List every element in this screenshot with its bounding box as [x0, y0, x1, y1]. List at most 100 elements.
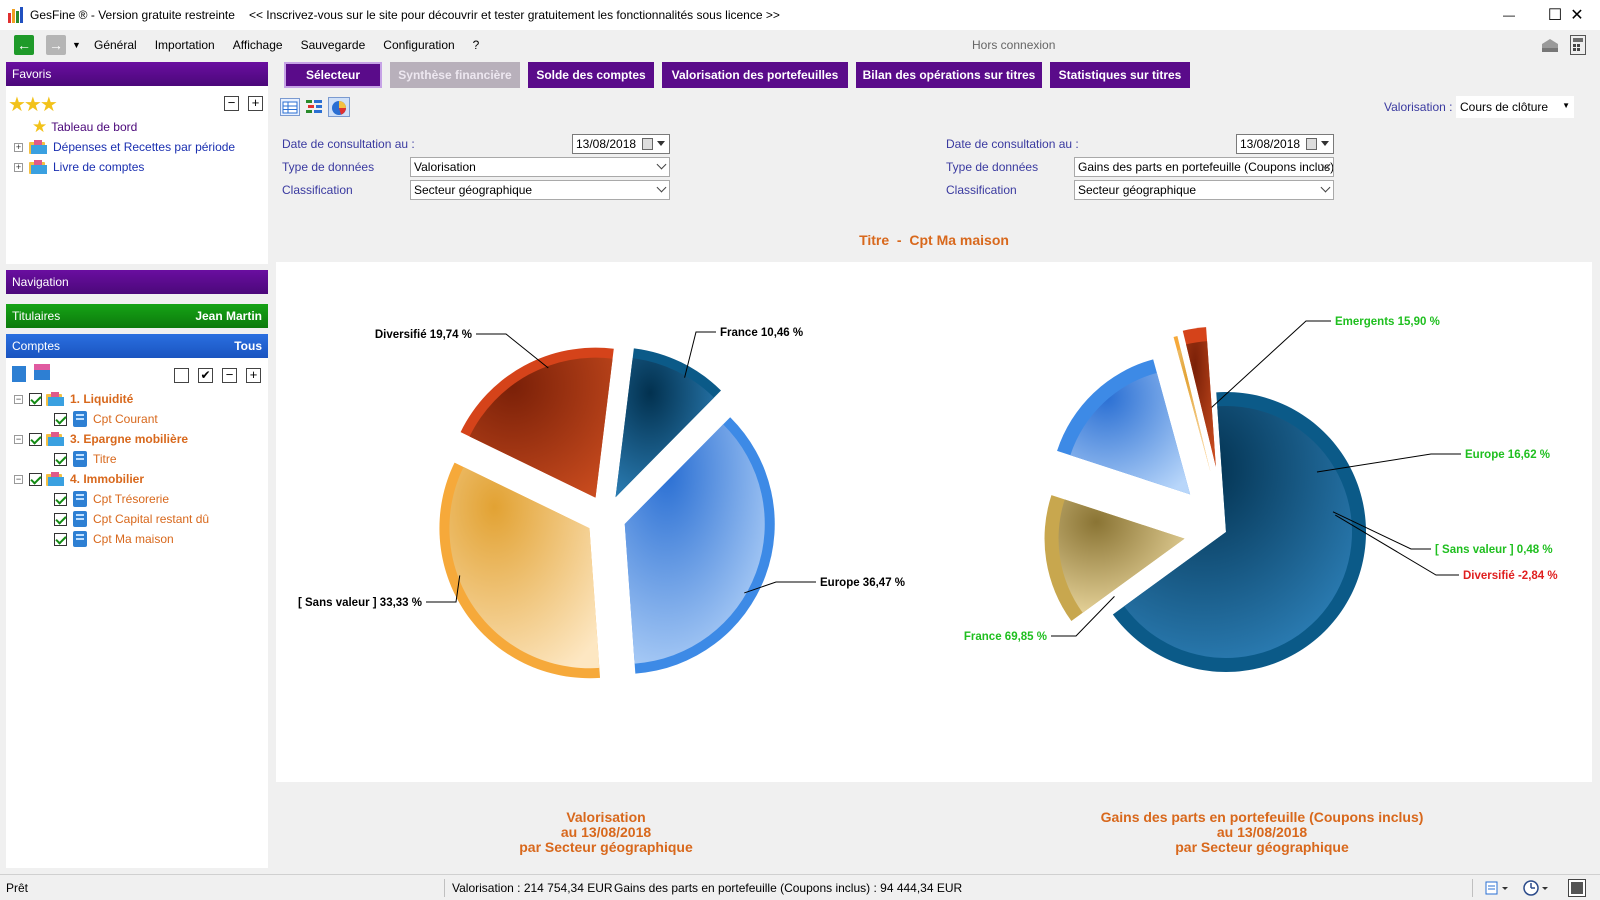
- account-cpt-tresorerie[interactable]: Cpt Trésorerie: [54, 490, 169, 508]
- right-type-label: Type de données: [946, 160, 1039, 174]
- dropdown-arrow-icon: [657, 141, 665, 146]
- favoris-expand-button[interactable]: +: [248, 96, 263, 111]
- menu-importation[interactable]: Importation: [154, 38, 215, 52]
- group-checkbox[interactable]: [29, 472, 42, 486]
- forward-button[interactable]: →: [46, 35, 66, 55]
- collapse-icon[interactable]: −: [14, 473, 23, 484]
- history-options-button[interactable]: [1522, 879, 1552, 897]
- group-checkbox[interactable]: [29, 392, 42, 406]
- menu-general[interactable]: Général: [94, 38, 137, 52]
- pie-slice-sans-valeur[interactable]: [1173, 335, 1211, 472]
- tab-synthese-financiere[interactable]: Synthèse financière: [390, 62, 520, 88]
- menu-configuration[interactable]: Configuration: [383, 38, 455, 52]
- account-cpt-ma-maison[interactable]: Cpt Ma maison: [54, 530, 174, 548]
- slice-label-europe: Europe 36,47 %: [820, 577, 905, 589]
- account-checkbox[interactable]: [54, 512, 67, 526]
- left-date-value: 13/08/2018: [576, 137, 637, 151]
- menu-affichage[interactable]: Affichage: [232, 38, 283, 52]
- menu-help[interactable]: ?: [472, 38, 480, 52]
- slice-body: [449, 466, 600, 669]
- tab-statistiques-titres[interactable]: Statistiques sur titres: [1050, 62, 1190, 88]
- pie-slice-europe[interactable]: [1057, 359, 1191, 495]
- slice-body: [1186, 341, 1216, 467]
- panel-toggle-button[interactable]: [1568, 879, 1586, 897]
- account-group-immobilier[interactable]: − 4. Immobilier: [14, 470, 144, 488]
- group-checkbox[interactable]: [29, 432, 42, 446]
- back-button[interactable]: ←: [14, 35, 34, 55]
- favoris-item-tableau-de-bord[interactable]: ★ Tableau de bord: [32, 117, 137, 136]
- status-bar: Prêt Valorisation : 214 754,34 EUR Gains…: [0, 874, 1600, 900]
- check-all-button[interactable]: ✔: [198, 368, 213, 383]
- list-tree-icon: [306, 100, 322, 113]
- account-group-epargne[interactable]: − 3. Epargne mobilière: [14, 430, 188, 448]
- clock-icon: [1523, 880, 1548, 896]
- favoris-item-livre[interactable]: + Livre de comptes: [14, 158, 144, 176]
- comptes-collapse-button[interactable]: −: [222, 368, 237, 383]
- account-checkbox[interactable]: [54, 452, 67, 466]
- account-cpt-courant[interactable]: Cpt Courant: [54, 410, 158, 428]
- tab-bilan-operations[interactable]: Bilan des opérations sur titres: [856, 62, 1042, 88]
- left-caption-line-1: Valorisation: [566, 809, 646, 825]
- account-checkbox[interactable]: [54, 492, 67, 506]
- chart-view-button[interactable]: [328, 97, 350, 117]
- minus-icon: −: [227, 95, 236, 110]
- titulaires-bar[interactable]: Titulaires Jean Martin: [6, 304, 268, 328]
- tab-solde-des-comptes[interactable]: Solde des comptes: [528, 62, 654, 88]
- maximize-button[interactable]: ☐: [1532, 0, 1578, 30]
- favoris-item-depenses[interactable]: + Dépenses et Recettes par période: [14, 138, 235, 156]
- uncheck-all-button[interactable]: [174, 368, 189, 383]
- slice-label-sans-valeur: [ Sans valeur ] 0,48 %: [1435, 544, 1553, 556]
- left-class-select[interactable]: Secteur géographique: [410, 180, 670, 200]
- tab-valorisation-portefeuilles[interactable]: Valorisation des portefeuilles: [662, 62, 848, 88]
- add-account-icon[interactable]: [12, 366, 26, 382]
- pie-slice-emergents[interactable]: [1044, 495, 1185, 622]
- left-pie-chart: France 10,46 % Europe 36,47 % [ Sans valeu…: [298, 327, 905, 679]
- favoris-collapse-button[interactable]: −: [224, 96, 239, 111]
- account-cpt-capital[interactable]: Cpt Capital restant dû: [54, 510, 209, 528]
- pie-slice-france[interactable]: [615, 348, 722, 498]
- table-view-button[interactable]: [280, 98, 300, 116]
- right-class-select[interactable]: Secteur géographique: [1074, 180, 1334, 200]
- pie-slice-france[interactable]: [1112, 392, 1366, 672]
- print-button[interactable]: [1540, 36, 1560, 54]
- left-date-picker[interactable]: 13/08/2018: [572, 134, 670, 154]
- folder-icon: [46, 472, 64, 486]
- valorisation-label: Valorisation :: [1384, 100, 1453, 114]
- report-options-button[interactable]: [1484, 880, 1512, 896]
- chart-area: France 10,46 % Europe 36,47 % [ Sans valeu…: [276, 262, 1592, 782]
- expand-icon[interactable]: +: [14, 141, 23, 152]
- collapse-icon[interactable]: −: [14, 393, 23, 404]
- leader-line: [1335, 514, 1459, 576]
- account-titre[interactable]: Titre: [54, 450, 117, 468]
- right-date-picker[interactable]: 13/08/2018: [1236, 134, 1334, 154]
- leader-line: [1316, 453, 1461, 473]
- menu-sauvegarde[interactable]: Sauvegarde: [300, 38, 366, 52]
- pie-slice-diversifie[interactable]: [1182, 327, 1216, 467]
- left-type-select[interactable]: Valorisation: [410, 157, 670, 177]
- account-group-liquidite[interactable]: − 1. Liquidité: [14, 390, 133, 408]
- tab-selecteur[interactable]: Sélecteur: [284, 62, 382, 88]
- pie-slice-europe[interactable]: [624, 417, 775, 674]
- right-type-select[interactable]: Gains des parts en portefeuille (Coupons…: [1074, 157, 1334, 177]
- account-checkbox[interactable]: [54, 532, 67, 546]
- minimize-button[interactable]: —: [1486, 0, 1532, 30]
- comptes-bar[interactable]: Comptes Tous: [6, 334, 268, 358]
- add-group-icon[interactable]: [34, 364, 50, 380]
- close-button[interactable]: ✕: [1554, 0, 1600, 30]
- status-ready: Prêt: [6, 880, 29, 895]
- account-icon: [73, 411, 87, 427]
- comptes-expand-button[interactable]: +: [246, 368, 261, 383]
- list-view-button[interactable]: [304, 98, 324, 116]
- calculator-button[interactable]: [1570, 35, 1586, 55]
- collapse-icon[interactable]: −: [14, 433, 23, 444]
- titulaires-value: Jean Martin: [195, 309, 262, 323]
- star-icon: ★: [32, 117, 48, 136]
- right-class-label: Classification: [946, 183, 1017, 197]
- favoris-item-label: Livre de comptes: [53, 160, 145, 174]
- expand-icon[interactable]: +: [14, 161, 23, 172]
- account-checkbox[interactable]: [54, 412, 67, 426]
- pie-slice-sans-valeur[interactable]: [439, 462, 601, 679]
- valorisation-select[interactable]: Cours de clôture ▼: [1456, 96, 1574, 118]
- history-dropdown[interactable]: ▼: [72, 40, 82, 50]
- pie-slice-diversifie[interactable]: [460, 347, 614, 498]
